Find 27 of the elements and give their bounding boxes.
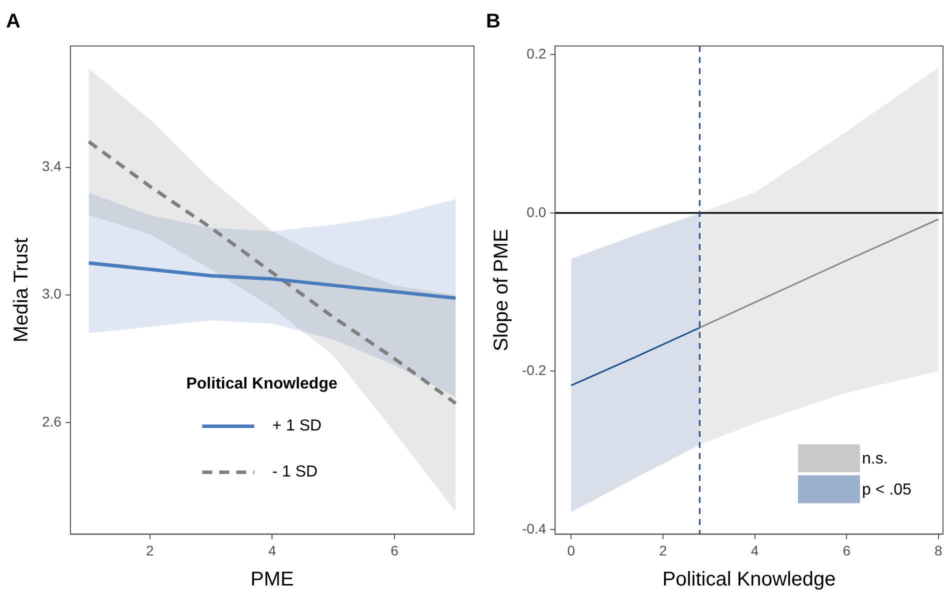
y-tick-label: 0.2 (526, 46, 546, 62)
legend-label: n.s. (862, 450, 888, 468)
y-tick-label: 3.4 (42, 158, 62, 174)
y-tick-label: 3.0 (42, 286, 62, 302)
x-axis-title: Political Knowledge (662, 568, 836, 591)
x-tick-label: 4 (750, 542, 759, 558)
y-tick-label: -0.4 (522, 520, 546, 536)
x-tick-label: 6 (842, 542, 851, 558)
x-tick-label: 6 (390, 542, 399, 558)
y-tick-label: 2.6 (42, 413, 62, 430)
legend-label: - 1 SD (272, 464, 318, 481)
y-axis-title: Slope of PME (490, 228, 513, 352)
x-tick-label: 2 (146, 542, 154, 558)
x-tick-label: 8 (934, 542, 943, 558)
x-tick-label: 0 (567, 542, 576, 558)
chart-title: A (6, 10, 20, 33)
legend-label: p < .05 (862, 482, 912, 499)
chart-title: B (486, 10, 500, 33)
x-tick-label: 2 (659, 542, 668, 558)
y-axis-title: Media Trust (10, 237, 33, 342)
legend-title: Political Knowledge (186, 376, 338, 393)
x-axis-title: PME (250, 568, 294, 591)
y-tick-label: 0.0 (526, 204, 546, 220)
y-tick-label: -0.2 (522, 362, 546, 378)
legend-label: + 1 SD (272, 418, 322, 435)
x-tick-label: 4 (268, 542, 276, 558)
line-series (87, 140, 458, 406)
